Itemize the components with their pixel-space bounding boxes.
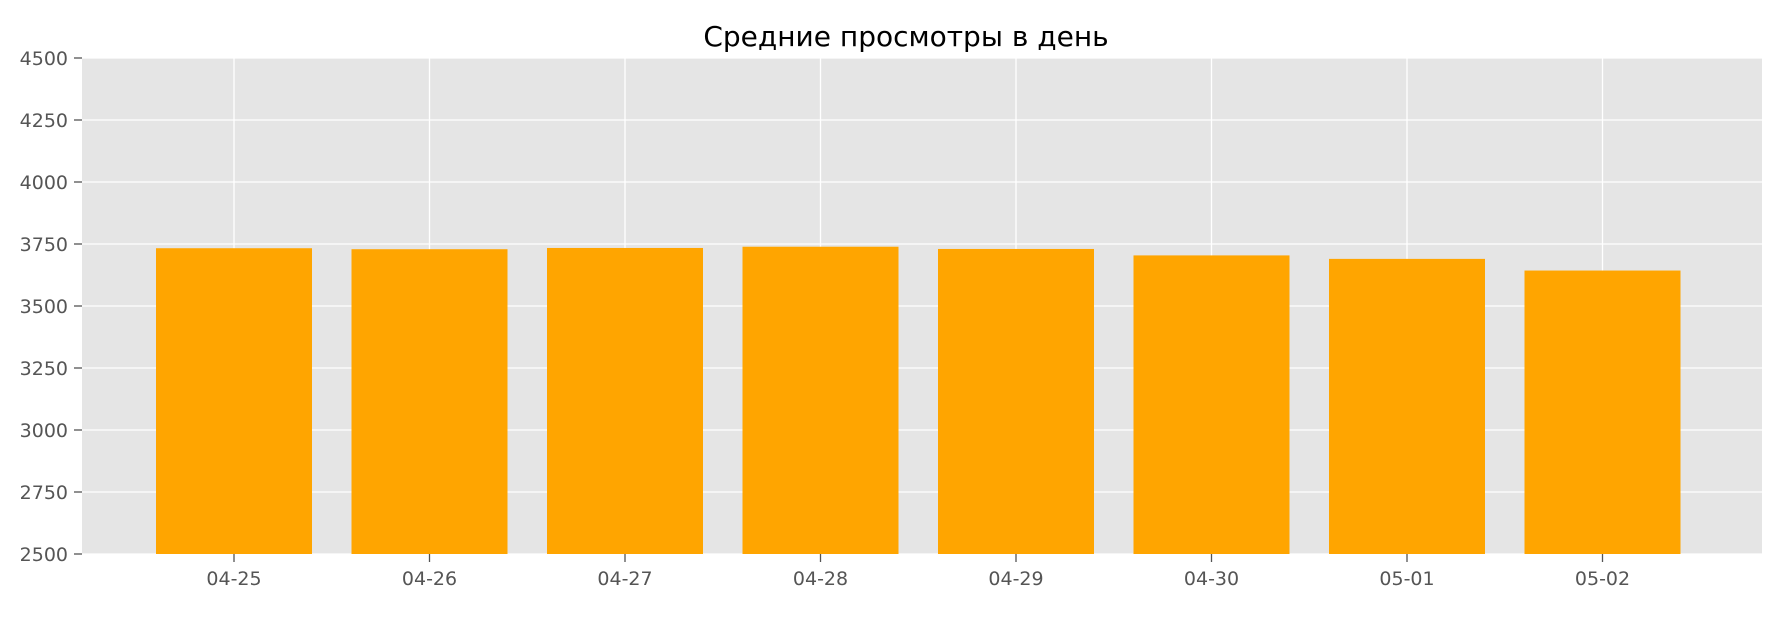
x-tick-label: 04-25 bbox=[206, 568, 261, 590]
bar-04-26 bbox=[351, 249, 508, 554]
y-tick-label: 4250 bbox=[20, 110, 68, 132]
y-tick-label: 2500 bbox=[20, 544, 68, 566]
bar-04-27 bbox=[547, 247, 703, 554]
y-tick-label: 3750 bbox=[20, 234, 68, 256]
x-tick-label: 04-30 bbox=[1184, 568, 1239, 590]
y-tick-label: 3250 bbox=[20, 358, 68, 380]
x-tick-label: 05-02 bbox=[1575, 568, 1630, 590]
bar-05-02 bbox=[1524, 270, 1681, 554]
bar-04-25 bbox=[156, 248, 312, 554]
bar-05-01 bbox=[1329, 258, 1485, 554]
y-tick-label: 4000 bbox=[20, 172, 68, 194]
y-tick-label: 3000 bbox=[20, 420, 68, 442]
chart-title: Средние просмотры в день bbox=[703, 20, 1108, 53]
x-tick-label: 04-26 bbox=[402, 568, 457, 590]
bar-04-29 bbox=[938, 248, 1094, 554]
x-tick-label: 04-29 bbox=[988, 568, 1043, 590]
bar-04-28 bbox=[742, 246, 899, 554]
bars bbox=[156, 246, 1681, 554]
y-tick-label: 3500 bbox=[20, 296, 68, 318]
x-tick-label: 04-28 bbox=[793, 568, 848, 590]
axes: 2500 2750 3000 3250 3500 3750 4000 4250 4500 04-2… bbox=[20, 48, 1630, 590]
y-tick-label: 4500 bbox=[20, 48, 68, 70]
y-tick-label: 2750 bbox=[20, 482, 68, 504]
x-tick-label: 04-27 bbox=[597, 568, 652, 590]
x-tick-label: 05-01 bbox=[1379, 568, 1434, 590]
bar-04-30 bbox=[1133, 255, 1290, 554]
